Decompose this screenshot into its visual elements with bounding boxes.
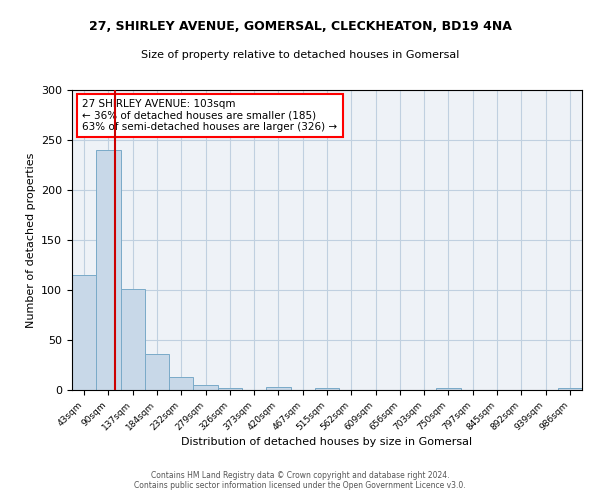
Y-axis label: Number of detached properties: Number of detached properties [26,152,35,328]
Bar [145,354,169,390]
Bar [315,388,339,390]
Bar [193,385,218,390]
Text: Contains HM Land Registry data © Crown copyright and database right 2024.
Contai: Contains HM Land Registry data © Crown c… [134,470,466,490]
Bar [121,289,145,390]
Bar [436,388,461,390]
Bar [72,275,96,390]
Bar [96,150,121,390]
Bar [266,387,290,390]
Text: 27, SHIRLEY AVENUE, GOMERSAL, CLECKHEATON, BD19 4NA: 27, SHIRLEY AVENUE, GOMERSAL, CLECKHEATO… [89,20,511,33]
Text: 27 SHIRLEY AVENUE: 103sqm
← 36% of detached houses are smaller (185)
63% of semi: 27 SHIRLEY AVENUE: 103sqm ← 36% of detac… [82,99,337,132]
Bar [218,388,242,390]
Bar [558,388,582,390]
X-axis label: Distribution of detached houses by size in Gomersal: Distribution of detached houses by size … [181,438,473,448]
Bar [169,377,193,390]
Text: Size of property relative to detached houses in Gomersal: Size of property relative to detached ho… [141,50,459,60]
